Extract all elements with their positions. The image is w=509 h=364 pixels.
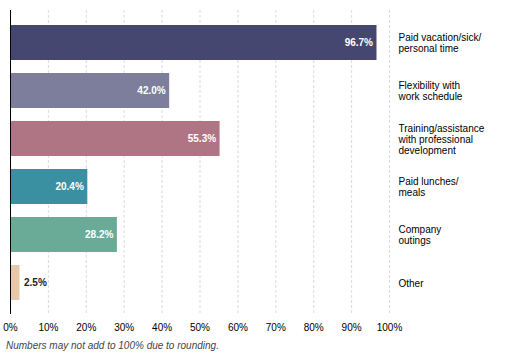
html-text:Numbers may not add to 100% du: Numbers may not add to 100% due to round… <box>6 340 219 351</box>
svg-text:Other: Other <box>399 278 425 289</box>
svg-text:55.3%: 55.3% <box>188 133 216 144</box>
svg-text:30%: 30% <box>114 322 134 333</box>
svg-text:80%: 80% <box>304 322 324 333</box>
svg-text:28.2%: 28.2% <box>85 229 113 240</box>
svg-text:Training/assistancewith profes: Training/assistancewith professionaldeve… <box>398 123 485 156</box>
svg-text:20.4%: 20.4% <box>55 181 83 192</box>
svg-text:Paid vacation/sick/personal ti: Paid vacation/sick/personal time <box>399 32 482 54</box>
svg-text:Paid lunches/meals: Paid lunches/meals <box>399 176 459 198</box>
svg-text:Companyoutings: Companyoutings <box>399 224 442 246</box>
svg-text:96.7%: 96.7% <box>345 37 373 48</box>
svg-text:100%: 100% <box>377 322 403 333</box>
svg-text:2.5%: 2.5% <box>24 277 47 288</box>
svg-text:0%: 0% <box>3 322 18 333</box>
svg-text:70%: 70% <box>266 322 286 333</box>
svg-text:60%: 60% <box>228 322 248 333</box>
svg-text:10%: 10% <box>38 322 58 333</box>
svg-text:50%: 50% <box>190 322 210 333</box>
svg-text:40%: 40% <box>152 322 172 333</box>
svg-text:90%: 90% <box>342 322 362 333</box>
svg-text:42.0%: 42.0% <box>137 85 165 96</box>
svg-text:Flexibility withwork schedule: Flexibility withwork schedule <box>398 80 463 102</box>
svg-text:20%: 20% <box>76 322 96 333</box>
